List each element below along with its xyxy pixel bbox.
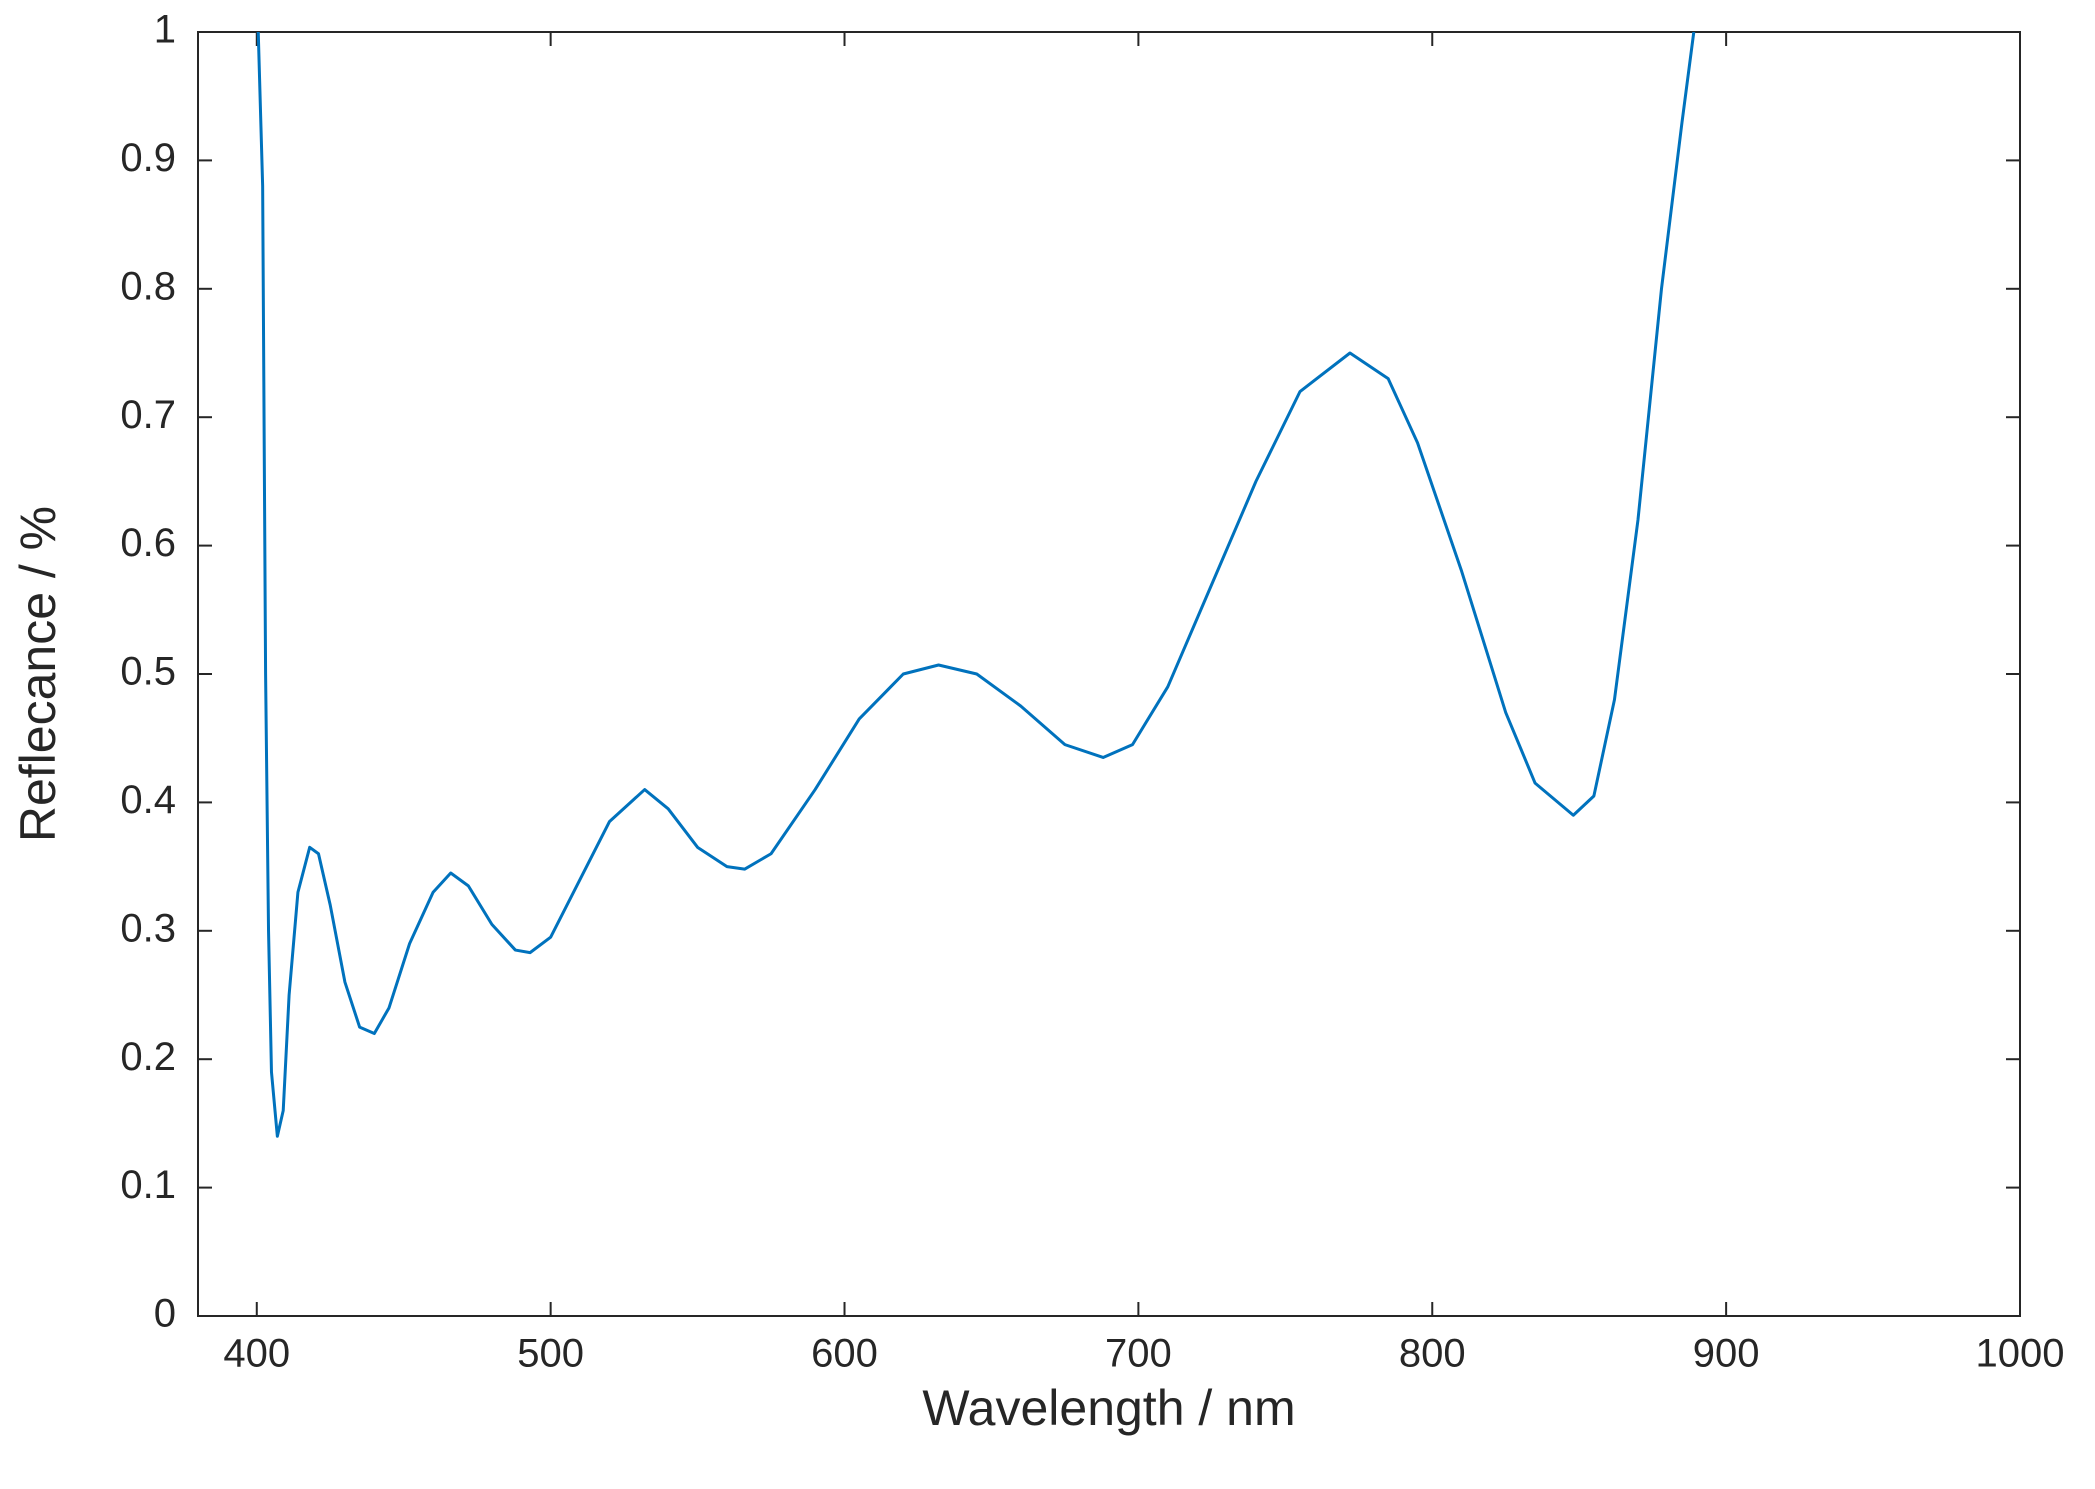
lines: [256, 32, 1696, 1138]
y-tick-label: 0.7: [120, 393, 176, 437]
y-tick-label: 1: [154, 8, 176, 52]
x-axis-label: Wavelength / nm: [922, 1380, 1295, 1436]
y-tick-label: 0.4: [120, 778, 176, 822]
x-tick-label: 800: [1399, 1332, 1466, 1376]
y-tick-label: 0.3: [120, 906, 176, 950]
x-tick-label: 500: [517, 1332, 584, 1376]
data-line: [256, 32, 1696, 1138]
y-tick-label: 0.9: [120, 136, 176, 180]
x-tick-label: 600: [811, 1332, 878, 1376]
x-tick-label: 900: [1693, 1332, 1760, 1376]
x-tick-label: 700: [1105, 1332, 1172, 1376]
y-tick-label: 0.2: [120, 1035, 176, 1079]
x-tick-label: 1000: [1976, 1332, 2065, 1376]
x-tick-label: 400: [223, 1332, 290, 1376]
ticks: 400 500 600 700 800 900 1000 0 0.1 0.2 0.3 0.4 0.5 0.…: [120, 8, 2064, 1376]
y-tick-label: 0.5: [120, 650, 176, 694]
y-axis-label: Reflecance / %: [10, 506, 66, 842]
y-tick-label: 0: [154, 1292, 176, 1336]
plot-area: [197, 31, 2021, 1317]
y-tick-label: 0.1: [120, 1163, 176, 1207]
y-tick-label: 0.8: [120, 264, 176, 308]
y-tick-label: 0.6: [120, 521, 176, 565]
